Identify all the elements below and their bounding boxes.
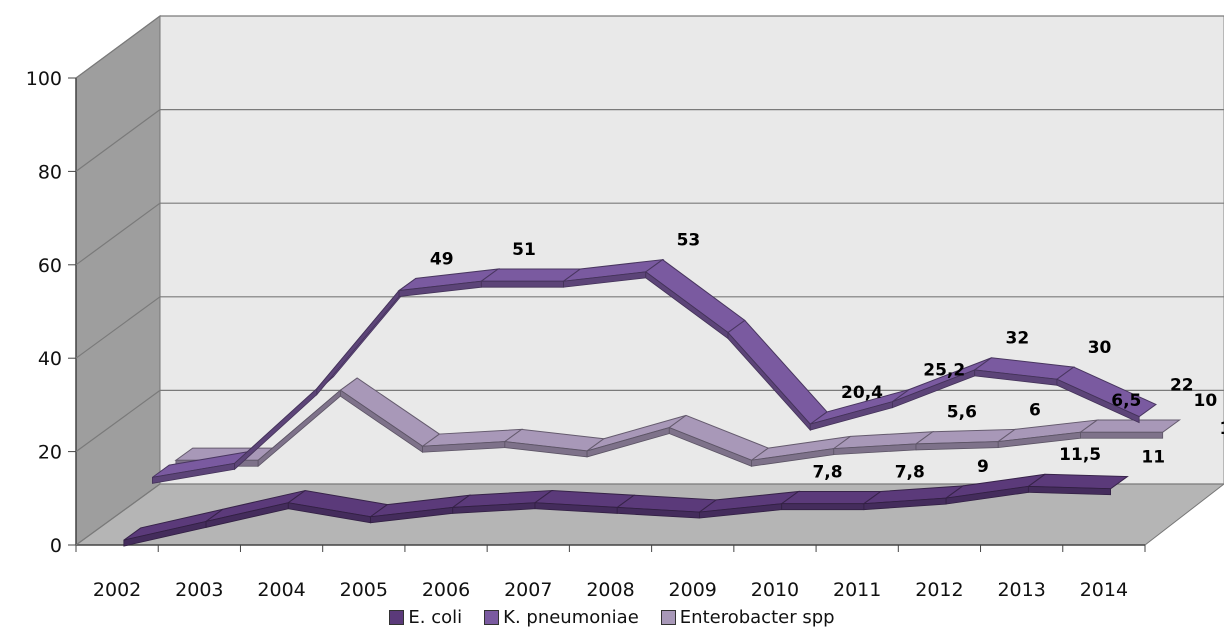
legend: E. coli K. pneumoniae Enterobacter spp bbox=[0, 604, 1224, 630]
data-label: 30 bbox=[1088, 338, 1112, 358]
x-tick-label: 2009 bbox=[669, 579, 717, 601]
x-tick-label: 2003 bbox=[175, 579, 223, 601]
data-label: 51 bbox=[512, 240, 536, 260]
data-label: 6 bbox=[1029, 400, 1041, 420]
y-axis-ticks: 0 20 40 60 80 100 bbox=[26, 68, 76, 557]
x-axis-ticks: 2002 2003 2004 2005 2006 2007 2008 2009 2010 2011… bbox=[76, 545, 1145, 601]
legend-swatch-e-coli bbox=[389, 610, 404, 625]
side-wall bbox=[76, 16, 160, 545]
y-tick-label: 0 bbox=[50, 535, 62, 557]
y-tick-label: 40 bbox=[38, 348, 62, 370]
x-tick-label: 2014 bbox=[1080, 579, 1128, 601]
y-tick-label: 60 bbox=[38, 255, 62, 277]
legend-label-enterobacter: Enterobacter spp bbox=[680, 607, 835, 628]
x-tick-label: 2008 bbox=[586, 579, 634, 601]
data-label-extra: 10 bbox=[1219, 419, 1224, 439]
data-label: 25,2 bbox=[923, 360, 965, 380]
legend-label-k-pneumoniae: K. pneumoniae bbox=[503, 607, 639, 628]
ribbon-edge bbox=[481, 281, 563, 287]
data-label: 11,5 bbox=[1059, 445, 1101, 465]
x-tick-label: 2010 bbox=[751, 579, 799, 601]
data-label: 10 bbox=[1193, 391, 1217, 411]
data-label: 7,8 bbox=[812, 462, 842, 482]
ribbon-edge bbox=[1080, 432, 1162, 438]
data-label: 20,4 bbox=[841, 383, 883, 403]
legend-item-k-pneumoniae: K. pneumoniae bbox=[484, 607, 639, 628]
legend-item-enterobacter: Enterobacter spp bbox=[661, 607, 835, 628]
x-tick-label: 2006 bbox=[422, 579, 470, 601]
x-tick-label: 2011 bbox=[833, 579, 881, 601]
data-label: 11 bbox=[1141, 448, 1165, 468]
y-tick-label: 80 bbox=[38, 161, 62, 183]
x-tick-label: 2007 bbox=[504, 579, 552, 601]
data-label: 32 bbox=[1006, 329, 1030, 349]
ribbon-edge bbox=[782, 504, 864, 510]
y-tick-label: 100 bbox=[26, 68, 62, 90]
legend-swatch-enterobacter bbox=[661, 610, 676, 625]
legend-label-e-coli: E. coli bbox=[408, 607, 462, 628]
data-label: 53 bbox=[677, 231, 701, 251]
x-tick-label: 2004 bbox=[257, 579, 305, 601]
legend-swatch-k-pneumoniae bbox=[484, 610, 499, 625]
x-tick-label: 2013 bbox=[997, 579, 1045, 601]
ribbon-segment bbox=[1080, 420, 1179, 432]
data-label: 7,8 bbox=[895, 462, 925, 482]
data-label: 6,5 bbox=[1111, 391, 1141, 411]
x-tick-label: 2005 bbox=[340, 579, 388, 601]
data-label: 49 bbox=[430, 249, 454, 269]
data-label: 5,6 bbox=[947, 403, 977, 423]
y-tick-label: 20 bbox=[38, 442, 62, 464]
x-tick-label: 2002 bbox=[93, 579, 141, 601]
data-label: 22 bbox=[1170, 375, 1194, 395]
legend-item-e-coli: E. coli bbox=[389, 607, 462, 628]
data-label: 9 bbox=[977, 457, 989, 477]
x-tick-label: 2012 bbox=[915, 579, 963, 601]
